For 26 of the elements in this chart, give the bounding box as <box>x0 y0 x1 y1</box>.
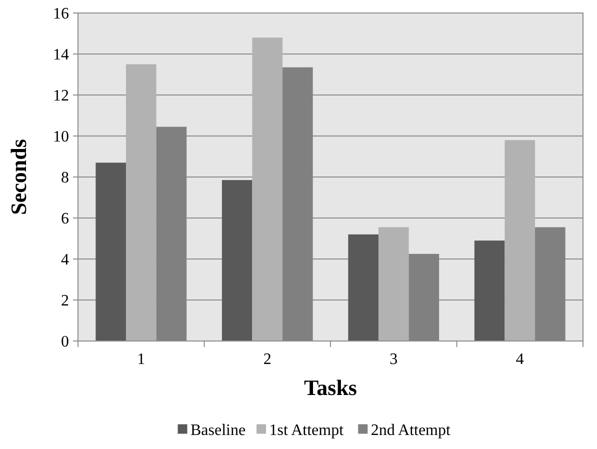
y-tick-label: 6 <box>61 210 69 228</box>
y-tick-label: 2 <box>61 292 69 310</box>
y-axis-title: Seconds <box>6 138 31 215</box>
y-tick-label: 12 <box>53 88 69 105</box>
bar <box>126 64 156 341</box>
legend-label: 2nd Attempt <box>370 422 452 439</box>
bar <box>96 162 126 341</box>
bar <box>222 180 252 341</box>
x-tick-label: 2 <box>263 351 272 368</box>
y-tick-label: 0 <box>61 334 69 351</box>
y-tick-label: 4 <box>61 252 69 269</box>
y-tick-label: 8 <box>61 170 69 187</box>
bar <box>348 234 378 341</box>
x-tick-label: 3 <box>390 351 398 368</box>
bar <box>252 38 283 341</box>
legend-label: 1st Attempt <box>269 422 344 439</box>
legend-label: Baseline <box>190 422 246 439</box>
y-tick-label: 16 <box>53 6 69 23</box>
y-tick-label: 14 <box>53 46 69 64</box>
bar <box>378 227 409 341</box>
x-axis-title: Tasks <box>304 375 358 400</box>
y-tick-label: 10 <box>53 128 69 146</box>
x-tick-label: 4 <box>516 351 524 368</box>
x-tick-label: 1 <box>137 351 146 368</box>
bar <box>474 240 505 341</box>
bar <box>504 140 536 341</box>
